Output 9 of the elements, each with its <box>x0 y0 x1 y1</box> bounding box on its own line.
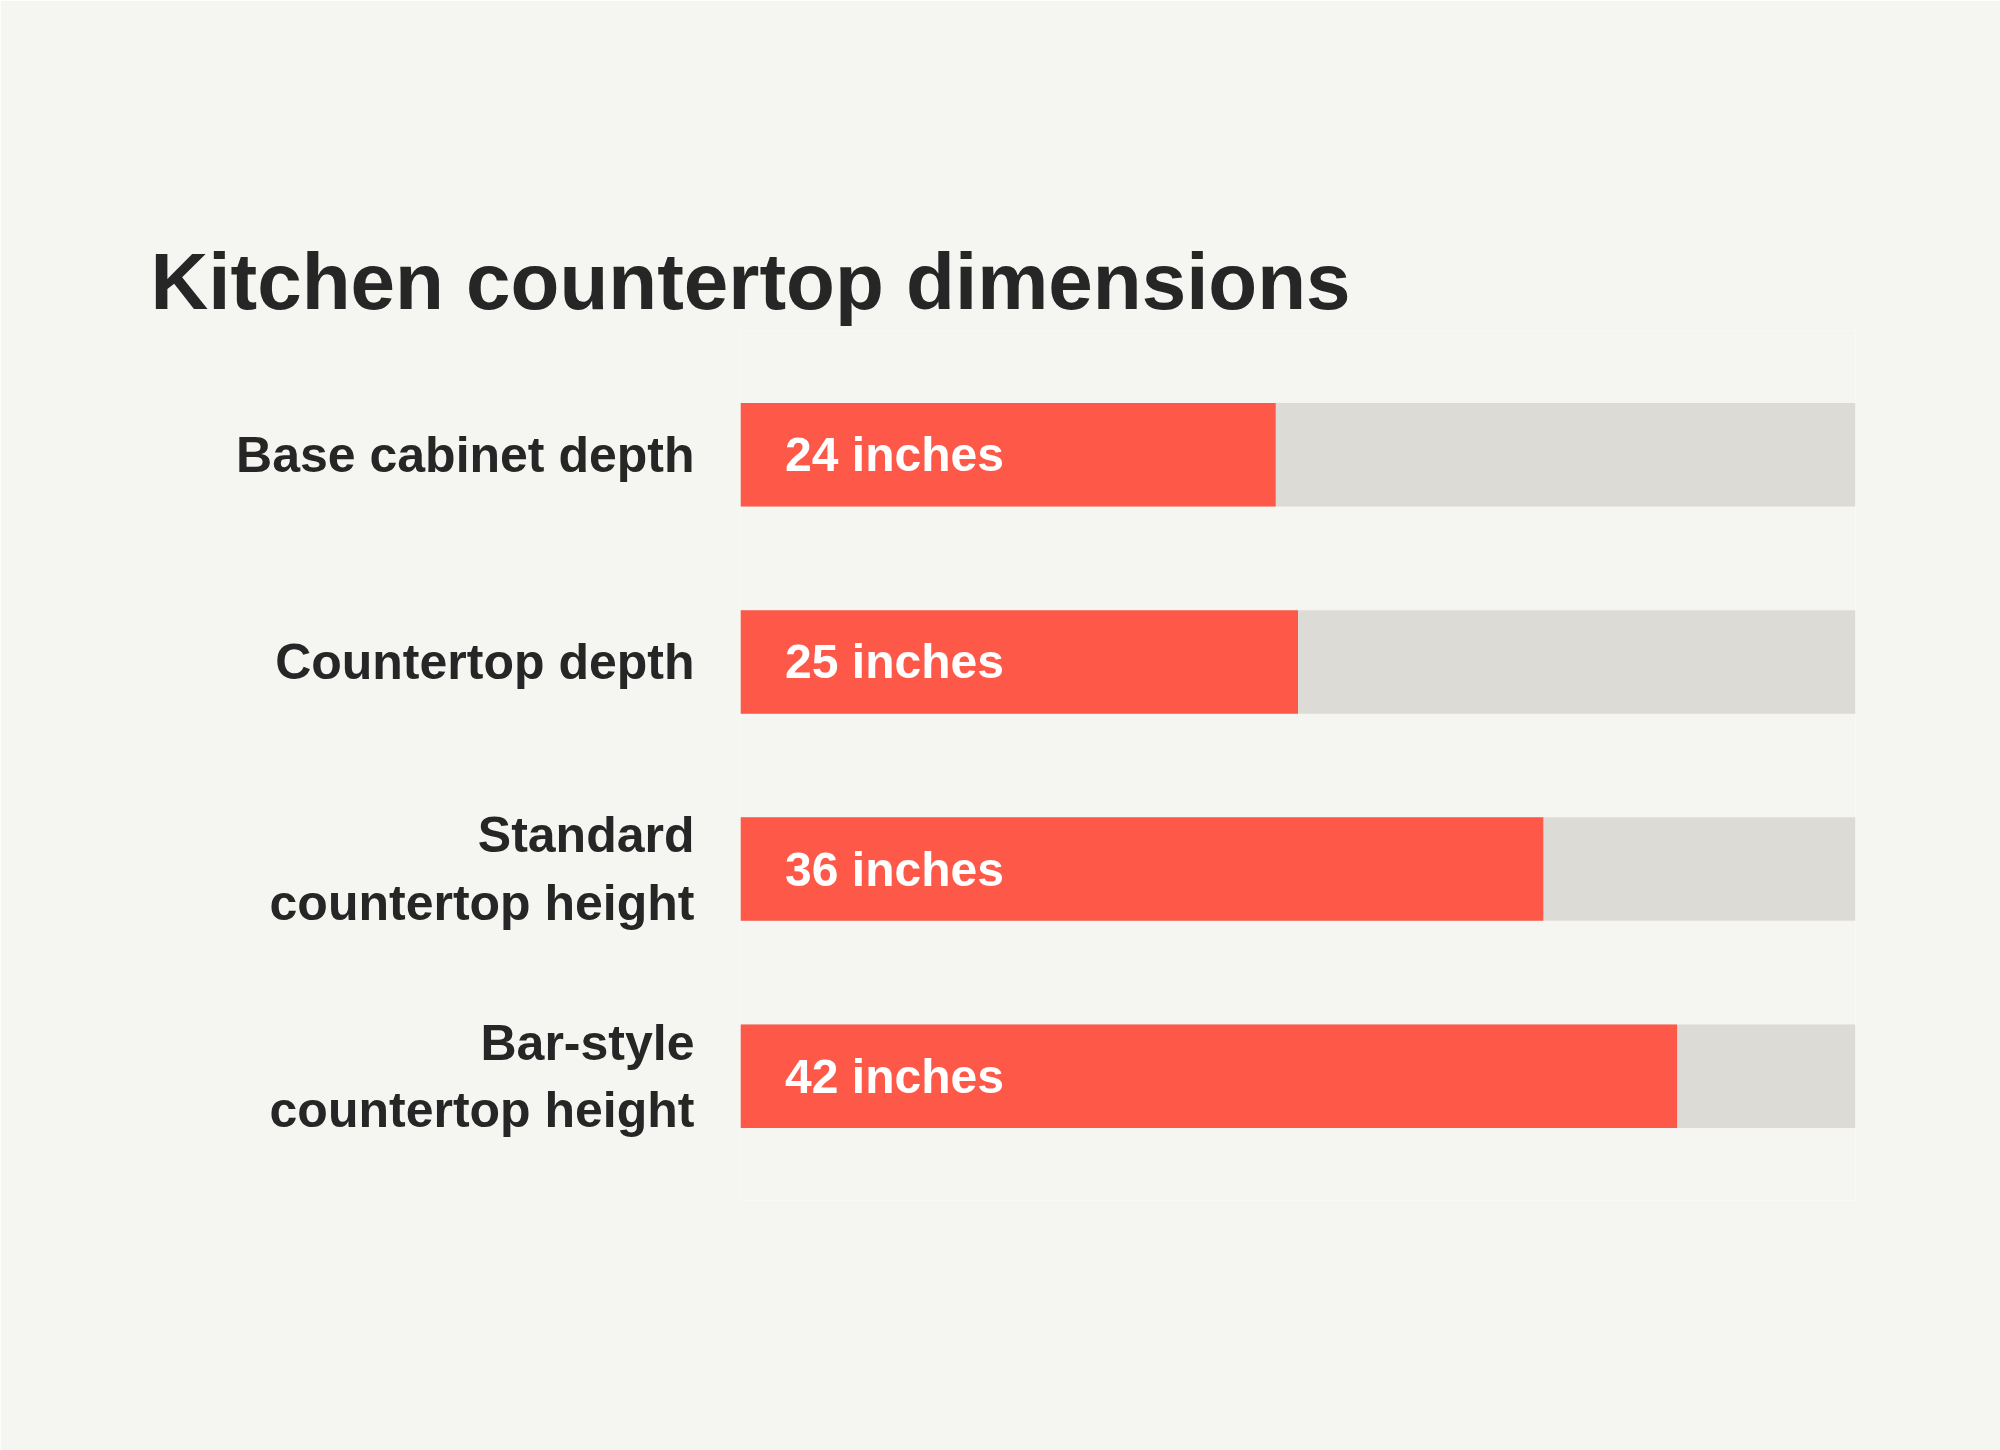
chart-title: Kitchen countertop dimensions <box>150 236 1351 326</box>
data-label: 25 inches <box>785 635 1004 689</box>
y-tick-label: Standard countertop height <box>269 807 695 931</box>
data-label: 24 inches <box>785 428 1004 482</box>
y-tick-label: Base cabinet depth <box>236 426 695 483</box>
y-tick-label: Countertop depth <box>275 633 695 690</box>
data-label: 42 inches <box>785 1049 1004 1103</box>
data-label: 36 inches <box>785 842 1004 896</box>
y-tick-label: Bar-style countertop height <box>269 1014 695 1138</box>
